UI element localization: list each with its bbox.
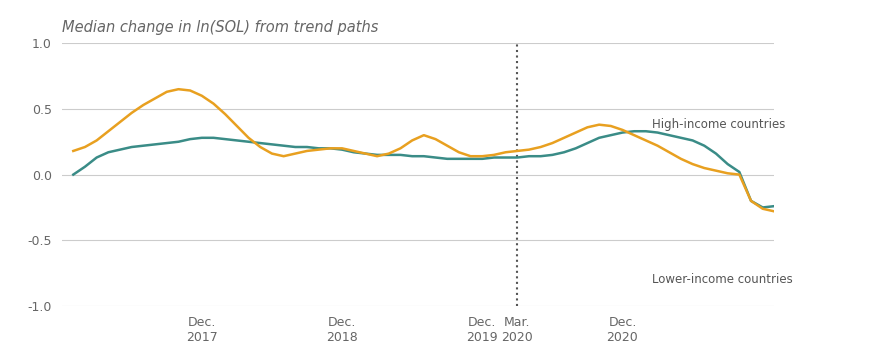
Text: Lower-income countries: Lower-income countries — [652, 273, 793, 286]
Text: Median change in ln(SOL) from trend paths: Median change in ln(SOL) from trend path… — [62, 20, 378, 35]
Text: High-income countries: High-income countries — [652, 118, 785, 131]
